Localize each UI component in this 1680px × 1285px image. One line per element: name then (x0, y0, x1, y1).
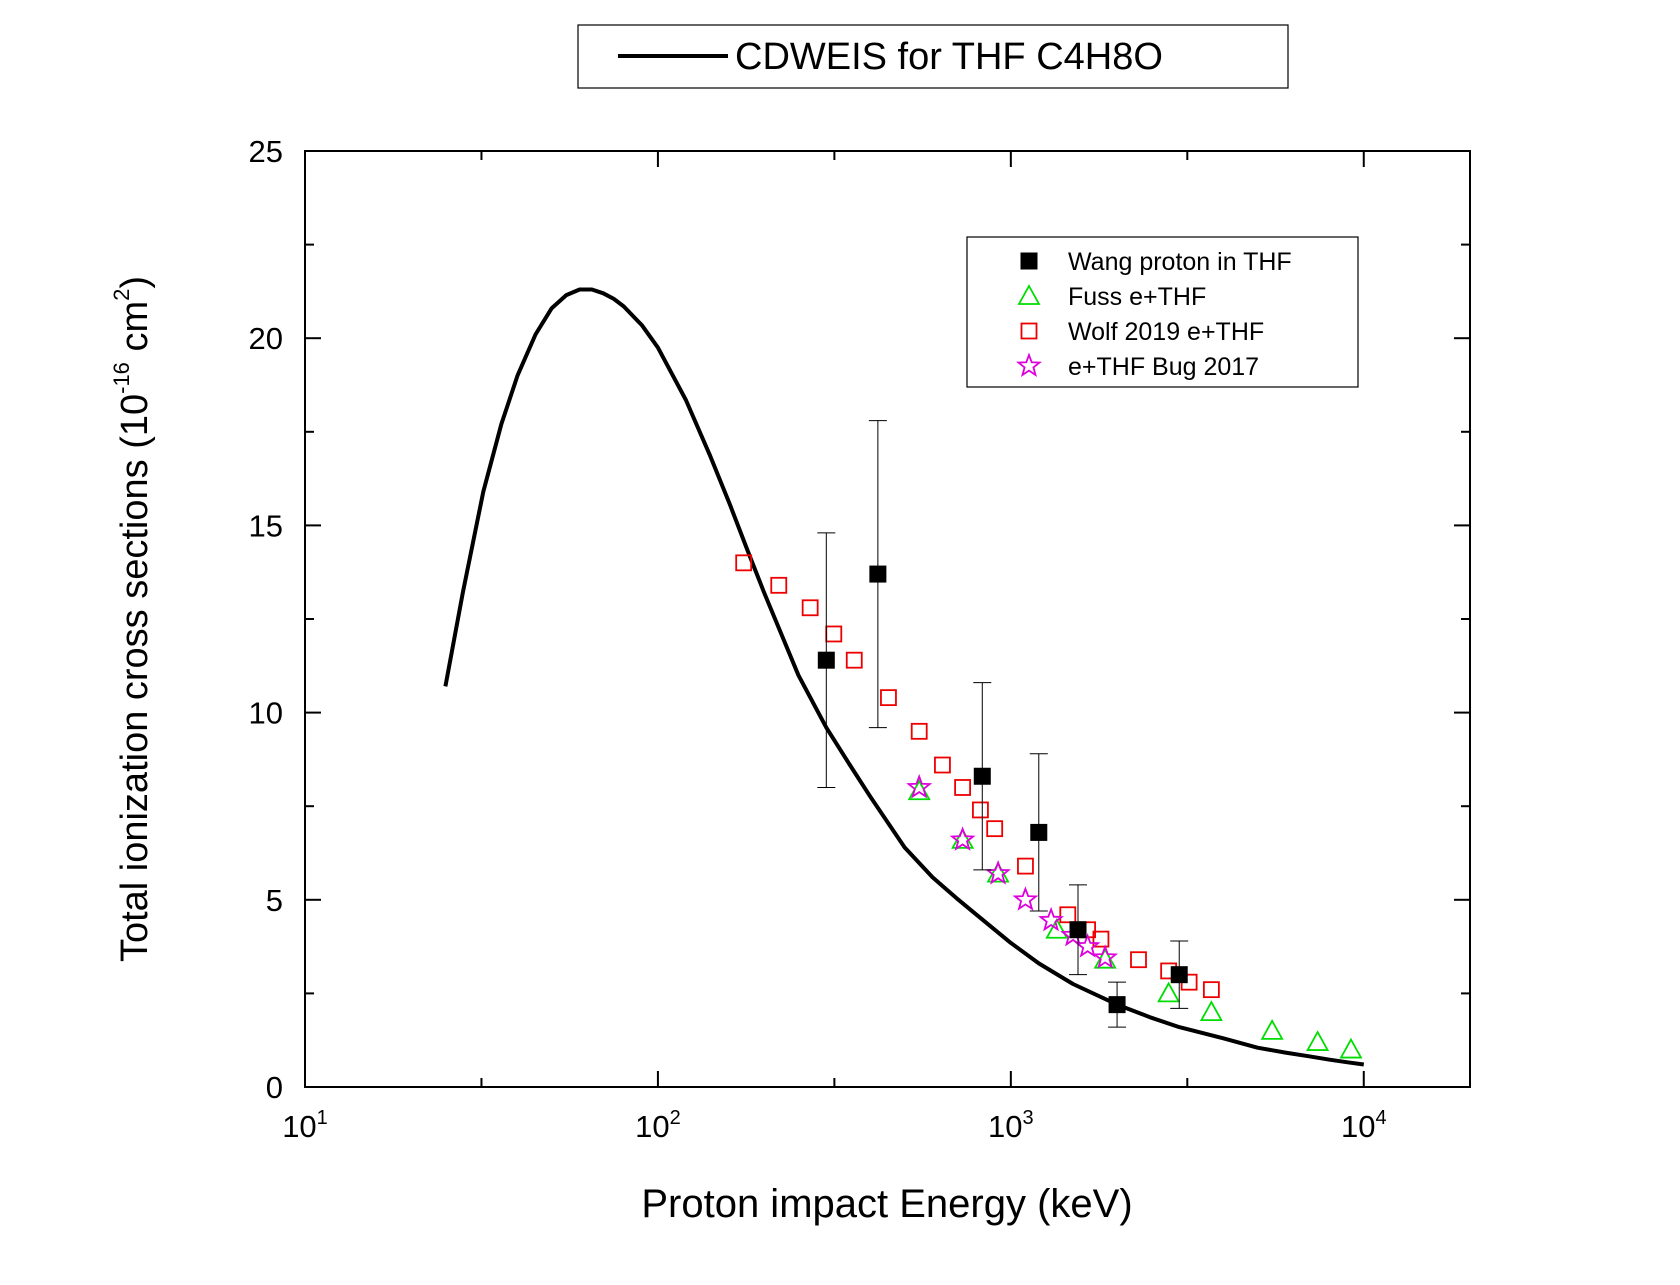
series-line-cdweis (443, 287, 1365, 1067)
data-point (845, 651, 863, 669)
axis-tick-labels: 0 5 10 15 20 25 101 102 103 104 (249, 134, 1387, 1144)
data-point (949, 826, 976, 851)
data-point (954, 779, 972, 796)
data-point (735, 554, 753, 572)
y-axis-title-suffix: ) (114, 276, 156, 289)
data-point (1092, 930, 1110, 948)
legend: Wang proton in THF Fuss e+THF Wolf 2019 e+… (966, 236, 1359, 388)
x-tick-label: 103 (988, 1107, 1034, 1144)
y-tick-label: 10 (249, 696, 283, 731)
legend-marker (1020, 252, 1038, 270)
title-legend: CDWEIS for THF C4H8O (577, 24, 1289, 89)
x-tick-label: 104 (1341, 1107, 1387, 1144)
legend-marker (1017, 284, 1041, 305)
data-point (985, 860, 1011, 885)
data-point (1069, 921, 1087, 939)
y-tick-label: 25 (249, 134, 283, 169)
data-point (1170, 966, 1188, 984)
data-point (972, 801, 989, 819)
x-tick-label: 101 (282, 1107, 328, 1144)
data-point (801, 599, 819, 617)
data-point (1093, 947, 1117, 969)
data-point (880, 689, 897, 707)
y-axis-title-unit-exponent: 2 (109, 289, 134, 301)
legend-label: Wolf 2019 e+THF (1068, 318, 1264, 346)
chart-title: CDWEIS for THF C4H8O (735, 36, 1163, 78)
x-tick-label: 102 (635, 1107, 681, 1144)
series-layer (443, 287, 1365, 1067)
data-point (1074, 933, 1101, 958)
data-point (1306, 1030, 1330, 1051)
legend-marker (1016, 352, 1042, 377)
y-axis-title-exponent: -16 (109, 362, 134, 394)
y-tick-label: 5 (266, 883, 283, 918)
data-point (770, 576, 788, 594)
series-wang-proton-in-thf (817, 420, 1189, 1028)
data-point (1199, 1000, 1223, 1022)
data-point (1202, 981, 1220, 999)
data-point (986, 861, 1010, 883)
series-wolf-2019-e-thf (735, 554, 1220, 999)
legend-marker (1020, 322, 1038, 340)
data-point (825, 625, 843, 643)
data-point (1157, 981, 1181, 1003)
legend-label: e+THF Bug 2017 (1068, 353, 1259, 381)
y-axis-title-prefix: Total ionization cross sections (10 (114, 394, 156, 962)
y-tick-label: 0 (266, 1070, 283, 1105)
legend-label: Wang proton in THF (1068, 248, 1292, 276)
data-point (1012, 886, 1039, 911)
data-point (1038, 906, 1064, 932)
data-point (1059, 906, 1077, 924)
data-point (1045, 917, 1069, 939)
data-point (1339, 1037, 1363, 1059)
data-point (1017, 857, 1034, 875)
series-fuss-e-thf (907, 779, 1363, 1059)
data-point (1260, 1018, 1284, 1040)
y-tick-label: 20 (249, 321, 283, 356)
data-point (1130, 951, 1147, 969)
x-axis-title: Proton impact Energy (keV) (641, 1182, 1132, 1226)
data-point (1030, 823, 1048, 841)
data-point (951, 828, 975, 849)
legend-label: Fuss e+THF (1068, 283, 1206, 311)
y-axis-title: Total ionization cross sections (10-16 c… (109, 276, 156, 962)
data-point (1092, 944, 1119, 969)
data-point (910, 722, 928, 740)
data-point (934, 756, 951, 774)
y-axis-title-unit: cm (114, 301, 156, 362)
series-e-thf-bug-2017 (906, 773, 1119, 969)
data-point (986, 820, 1004, 838)
data-point (817, 651, 835, 669)
y-tick-label: 15 (249, 508, 283, 543)
data-point (1108, 996, 1126, 1014)
data-point (973, 767, 991, 785)
axis-ticks (304, 150, 1470, 1088)
data-point (906, 773, 933, 799)
data-point (869, 565, 887, 583)
